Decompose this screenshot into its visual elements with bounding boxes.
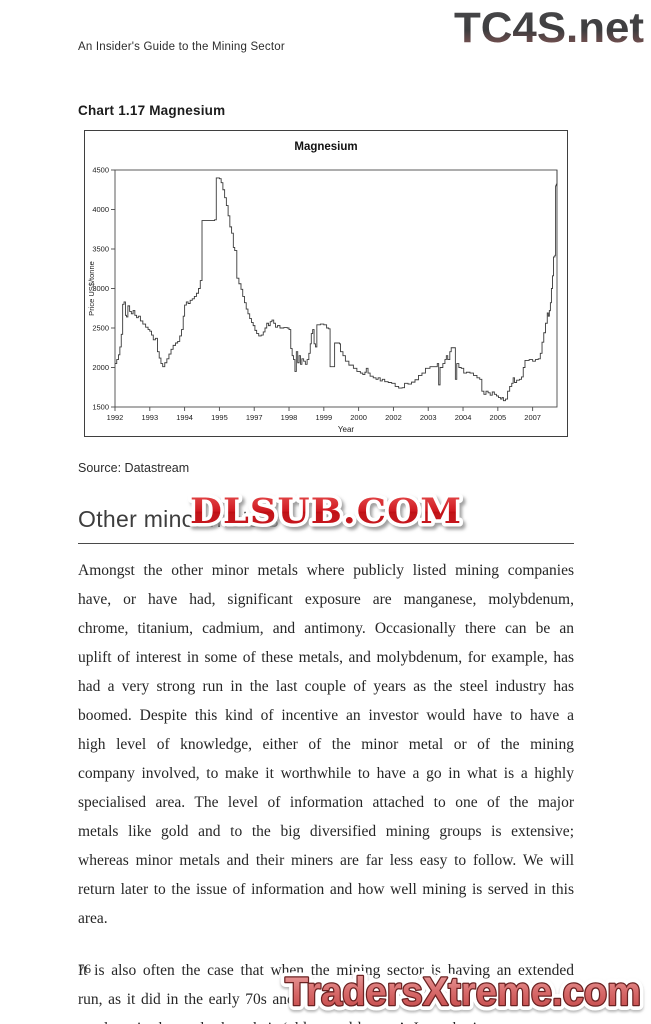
magnesium-chart-figure: 1500 2000 2500 3000 3500 4000 4500 1992 1993 1994… — [84, 130, 568, 437]
paragraph-cycle-timing: It is also often the case that when the … — [78, 962, 574, 1024]
svg-text:1997: 1997 — [246, 413, 263, 422]
svg-text:Year: Year — [338, 425, 355, 434]
chart-caption: Chart 1.17 Magnesium — [78, 103, 226, 118]
svg-text:1999: 1999 — [315, 413, 332, 422]
tc4s-watermark-logo: TC4S.net — [454, 4, 644, 52]
running-head: An Insider's Guide to the Mining Sector — [78, 41, 285, 53]
tc4s-watermark-text: TC4S.net — [454, 4, 644, 52]
svg-text:2000: 2000 — [350, 413, 367, 422]
svg-text:4500: 4500 — [92, 166, 109, 175]
svg-text:2005: 2005 — [489, 413, 506, 422]
body-copy: Amongst the other minor metals where pub… — [78, 556, 574, 1024]
page-number: 76 — [78, 961, 91, 976]
svg-text:4000: 4000 — [92, 205, 109, 214]
svg-text:1994: 1994 — [176, 413, 193, 422]
svg-text:1993: 1993 — [141, 413, 158, 422]
svg-text:2003: 2003 — [420, 413, 437, 422]
svg-text:1998: 1998 — [281, 413, 298, 422]
tradersxtreme-watermark: TradersXtreme.com TradersXtreme.com — [280, 965, 646, 1019]
svg-text:2007: 2007 — [524, 413, 541, 422]
svg-text:2004: 2004 — [455, 413, 472, 422]
svg-text:3500: 3500 — [92, 245, 109, 254]
chart-title: Magnesium — [294, 141, 358, 153]
dlsub-watermark: DLSUB.COM — [187, 488, 465, 536]
source-attribution: Source: Datastream — [78, 461, 190, 475]
section-rule-divider — [78, 543, 574, 544]
svg-text:2500: 2500 — [92, 324, 109, 333]
svg-text:1500: 1500 — [92, 403, 109, 412]
dlsub-watermark-text: DLSUB.COM — [190, 491, 462, 532]
magnesium-price-line-chart: 1500 2000 2500 3000 3500 4000 4500 1992 1993 1994… — [87, 166, 558, 434]
svg-text:1995: 1995 — [211, 413, 228, 422]
svg-text:2000: 2000 — [92, 363, 109, 372]
svg-text:1992: 1992 — [107, 413, 124, 422]
svg-text:3000: 3000 — [92, 284, 109, 293]
paragraph-minor-metals: Amongst the other minor metals where pub… — [78, 562, 574, 927]
svg-text:2002: 2002 — [385, 413, 402, 422]
tradersxtreme-watermark-outline: TradersXtreme.com — [285, 970, 641, 1014]
tradersxtreme-watermark-text: TradersXtreme.com — [285, 970, 641, 1014]
svg-text:Price US$/tonne: Price US$/tonne — [87, 261, 96, 316]
section-heading: Other minor metals — [78, 506, 279, 532]
